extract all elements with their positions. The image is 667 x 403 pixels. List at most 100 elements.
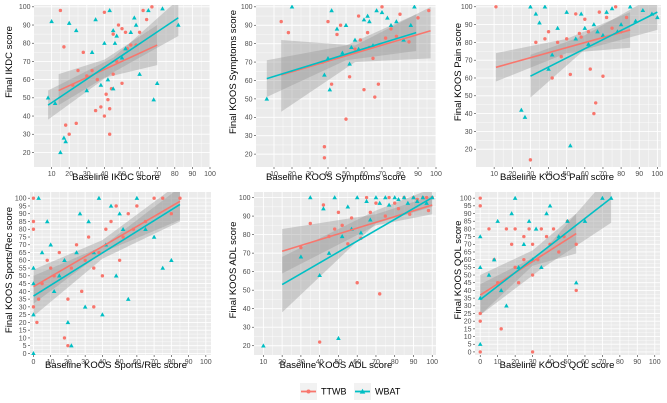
ikdc-y-tick-label: 50	[23, 95, 31, 102]
koos-pain-wbat-point	[573, 36, 579, 41]
koos-symptoms-ttwb-point	[389, 27, 393, 31]
ikdc-ttwb-point	[120, 81, 124, 85]
koos-sports-rec-wbat-point	[82, 304, 88, 309]
koos-symptoms-wbat-point	[388, 22, 394, 27]
koos-pain-wbat-point	[549, 52, 555, 57]
ikdc-ttwb-point	[67, 132, 71, 136]
koos-qol-ttwb-point	[527, 227, 531, 231]
koos-qol-wbat-point	[504, 303, 509, 308]
koos-sports-rec-ttwb-point	[97, 250, 101, 255]
koos-sports-rec-y-tick-label: 15	[19, 328, 27, 335]
koos-sports-rec-x-tick-label: 50	[116, 359, 124, 366]
koos-symptoms-wbat-point	[340, 50, 345, 55]
koos-symptoms-plot-area	[254, 5, 437, 169]
koos-pain-x-tick-label: 40	[545, 171, 553, 178]
koos-pain-y-tick-label: 90	[465, 22, 473, 29]
koos-sports-rec-wbat-point	[57, 273, 62, 278]
koos-symptoms-wbat-point	[349, 44, 354, 50]
koos-pain-wbat-point	[555, 25, 560, 30]
ikdc-y-tick-label: 70	[23, 59, 31, 66]
ikdc-wbat-point	[61, 135, 67, 140]
koos-pain-wbat-point	[537, 20, 542, 25]
koos-sports-rec-y-tick-label: 10	[19, 335, 27, 342]
ikdc-x-tick-label: 50	[118, 171, 126, 178]
koos-pain-ttwb-point	[574, 12, 578, 16]
koos-symptoms-ttwb-point	[398, 12, 402, 16]
koos-adl-wbat-trend-line	[281, 196, 433, 286]
koos-sports-rec-ttwb-point	[161, 196, 165, 200]
ikdc-x-tick-label: 80	[171, 171, 179, 178]
koos-sports-rec-wbat-point	[169, 257, 174, 263]
koos-sports-rec-y-tick-label: 55	[19, 265, 27, 272]
koos-symptoms-series-layer	[264, 5, 431, 160]
koos-symptoms-wbat-point	[289, 5, 295, 9]
koos-symptoms-ttwb-point	[356, 14, 361, 18]
koos-adl-y-tick-label: 100	[239, 195, 251, 202]
koos-pain-ttwb-point	[550, 76, 554, 80]
koos-sports-rec-wbat-point	[77, 211, 83, 216]
koos-sports-rec-plot-area	[28, 192, 211, 357]
koos-adl-wbat-point	[332, 195, 337, 200]
koos-qol-ttwb-point	[487, 227, 491, 231]
koos-qol-x-tick-label: 70	[599, 359, 607, 366]
koos-adl-wbat-point	[383, 195, 388, 200]
ikdc-ttwb-point	[144, 17, 149, 22]
koos-adl-plot-area	[252, 192, 436, 357]
koos-sports-rec-ttwb-point	[114, 204, 118, 208]
koos-sports-rec-wbat-point	[143, 226, 148, 231]
koos-adl-ttwb-point	[378, 292, 382, 296]
koos-sports-rec-wbat-point	[31, 351, 36, 355]
koos-sports-rec-ttwb-point	[126, 212, 130, 216]
koos-sports-rec-ttwb-point	[62, 336, 67, 340]
ikdc-wbat-point	[123, 46, 128, 51]
koos-sports-rec-wbat-point	[113, 273, 119, 278]
koos-pain-wbat-point	[655, 15, 660, 20]
koos-adl-wbat-point	[411, 195, 416, 200]
koos-symptoms-wbat-trend-line	[266, 31, 417, 80]
koos-sports-rec-wbat-point	[96, 195, 102, 200]
panel-koos-pain: Final KOOS Pain score Baseline KOOS Pain…	[453, 4, 663, 183]
ikdc-wbat-point	[58, 150, 63, 155]
koos-sports-rec-ttwb-point	[83, 258, 87, 263]
koos-sports-rec-wbat-point	[36, 195, 41, 200]
koos-sports-rec-wbat-point	[151, 234, 157, 239]
koos-symptoms-ttwb-point	[322, 156, 327, 160]
koos-sports-rec-wbat-point	[125, 296, 131, 301]
ikdc-wbat-point	[93, 17, 98, 22]
ikdc-wbat-point	[137, 71, 142, 76]
ikdc-wbat-point	[52, 100, 58, 105]
koos-adl-wbat-point	[401, 195, 407, 200]
koos-symptoms-wbat-point	[264, 96, 270, 101]
koos-sports-rec-x-tick-label: 70	[150, 359, 158, 366]
koos-pain-wbat-point	[519, 107, 524, 112]
koos-symptoms-wbat-point	[361, 17, 367, 22]
koos-pain-ttwb-point	[555, 40, 560, 45]
koos-qol-wbat-point	[495, 218, 500, 223]
koos-sports-rec-wbat-point	[31, 312, 36, 317]
ikdc-ttwb-point	[90, 68, 94, 73]
koos-symptoms-y-tick-label: 90	[245, 23, 253, 30]
koos-sports-rec-ttwb-point	[31, 196, 36, 200]
koos-pain-wbat-point	[618, 22, 624, 27]
koos-adl-ttwb-point	[317, 340, 322, 344]
koos-adl-x-tick-label: 100	[426, 359, 438, 366]
koos-symptoms-ttwb-point	[335, 32, 339, 37]
koos-pain-y-tick-label: 100	[461, 4, 473, 11]
ikdc-wbat-point	[112, 40, 118, 45]
koos-pain-ttwb-point	[534, 40, 538, 45]
koos-qol-x-tick-label: 20	[511, 359, 519, 366]
panel-koos-symptoms: Final KOOS Symptoms score Baseline KOOS …	[228, 4, 442, 183]
koos-sports-rec-y-tick-label: 70	[19, 242, 27, 249]
koos-adl-ttwb-point	[332, 227, 337, 231]
koos-pain-x-tick-label: 50	[563, 171, 571, 178]
koos-sports-rec-x-tick-label: 30	[81, 359, 89, 366]
koos-qol-plot-area	[473, 192, 660, 357]
koos-qol-x-tick-label: 40	[546, 359, 554, 366]
koos-pain-y-tick-label: 80	[465, 40, 473, 47]
koos-sports-rec-ttwb-point	[66, 343, 70, 348]
koos-sports-rec-wbat-point	[31, 265, 36, 270]
koos-qol-wbat-point	[547, 203, 553, 208]
ikdc-ttwb-point	[111, 32, 115, 36]
koos-qol-wbat-trend-line	[479, 197, 612, 301]
koos-adl-ttwb-point	[383, 214, 388, 218]
